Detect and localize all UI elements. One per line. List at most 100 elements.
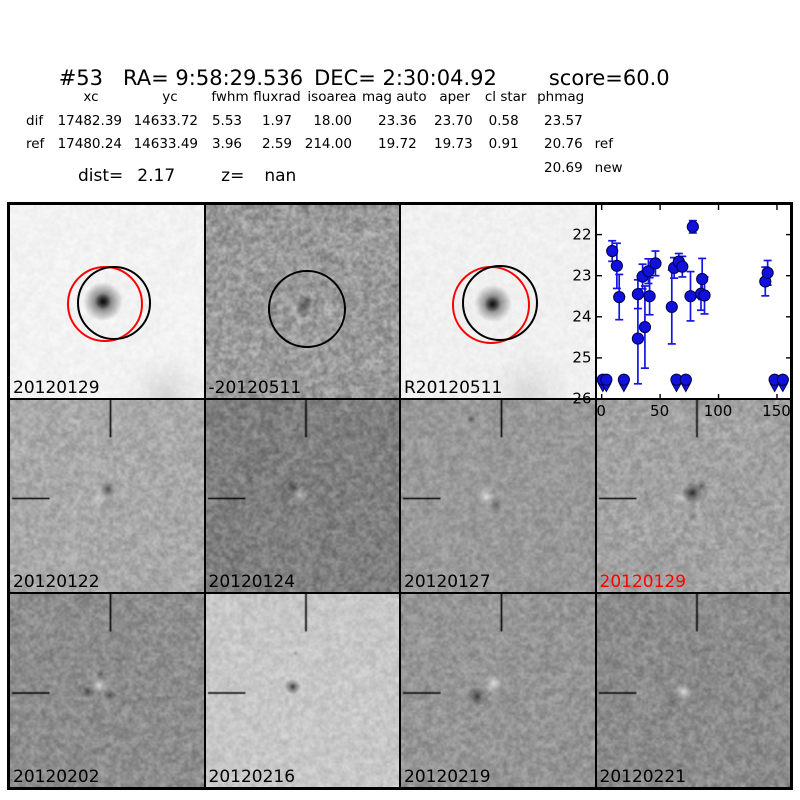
data-point [631,288,644,301]
dist-value: 2.17 [137,166,176,186]
tile-date-label: 20120129 [599,572,687,593]
data-point [695,272,708,286]
row-suffix: ref [594,136,613,152]
data-point [642,290,656,303]
black-aperture-circle [462,265,538,341]
tile-date-label: 20120129 [13,377,100,398]
y-axis-tick-label: 24 [572,307,592,326]
black-aperture-circle [77,266,151,340]
row-label: dif [26,112,44,129]
z-label: z= [221,166,245,186]
cutout-image [596,399,790,593]
cutout-tile-20120202: 20120202 [9,593,205,788]
x-axis-tick-label: 0 [596,402,606,420]
cutout-image [401,399,595,593]
lightcurve-svg [596,205,791,399]
z-value: nan [264,166,297,186]
tile-date-label: 20120202 [13,767,100,787]
table-row: ref 17480.24 14633.49 3.96 2.59 214.00 19.72 19… [20,133,627,157]
value-cell: 14633.49 [133,136,198,152]
x-axis-tick-label: 100 [703,402,733,420]
value-cell: 20.76 [544,136,583,152]
value-cell: 17482.39 [57,112,122,129]
value-cell: 2.59 [261,136,292,152]
data-point [605,244,618,258]
upper-limit-point [599,373,612,386]
cutout-image [10,594,204,787]
x-axis-tick-label: 50 [650,402,670,420]
column-header: fluxrad [253,89,301,105]
data-point [665,300,678,314]
score-value: score=60.0 [548,66,670,90]
value-cell: 23.36 [378,112,417,129]
y-axis-tick-label: 26 [572,389,592,408]
tile-date-label: R20120511 [404,377,503,398]
ra-value: RA= 9:58:29.536 [123,66,304,90]
value-cell: 0.58 [488,112,519,129]
cutout-image [205,594,399,787]
empty-cell [302,157,362,181]
cutout-tile-20120216: 20120216 [204,593,400,788]
corner-cell [20,86,50,110]
table-cell [593,86,627,110]
extra-phmag-value: 20.69 [544,159,583,176]
value-cell: 18.00 [313,112,352,129]
data-point [612,290,625,304]
data-point [683,290,697,303]
column-header: xc [83,89,99,105]
dist-label: dist= [78,166,124,186]
data-point [686,220,699,233]
table-cell [20,157,50,181]
extra-phmag-suffix: new [594,159,623,176]
value-cell: 3.96 [211,136,242,152]
x-axis-tick-label: 150 [762,402,791,420]
value-cell: 23.57 [544,112,583,129]
cutout-tile-20120219: 20120219 [400,593,596,788]
data-point [648,257,662,270]
dist-z-line: dist= 2.17 z= nan [78,166,296,186]
cutout-tile-20120129: 20120129 [9,204,205,399]
row-label: ref [26,136,45,152]
upper-limit-point [776,373,789,386]
upper-limit-point [617,373,630,386]
data-point [638,320,651,334]
empty-cell [362,157,427,181]
value-cell: 0.91 [488,136,519,152]
cutout-image [401,594,595,787]
value-cell: 1.97 [261,112,292,129]
row-suffix [593,110,627,134]
value-cell: 19.73 [434,136,473,152]
empty-cell [483,157,529,181]
lightcurve-plot: 22 23 24 25 26 0 50 100 150 [572,204,791,420]
cutout-tile-R20120511: R20120511 [400,204,596,399]
column-header: yc [162,89,178,105]
data-point [641,265,655,278]
candidate-id: #53 [58,66,104,90]
data-point [697,289,711,302]
column-header: aper [439,89,471,105]
empty-cell [427,157,483,181]
tile-date-label: 20120127 [404,572,491,593]
tile-date-label: -20120511 [208,377,302,398]
tile-date-label: 20120216 [208,767,296,787]
photometry-table: xc yc fwhm fluxrad isoarea mag auto aper cl sta… [20,86,627,180]
tile-date-label: 20120219 [404,767,491,787]
cutout-tile-20120129: 20120129 [595,398,791,594]
data-point [761,266,774,279]
value-cell: 23.70 [434,112,473,129]
table-row: 20.69 new [20,157,627,181]
value-cell: 214.00 [304,136,352,152]
column-header: mag auto [362,89,427,105]
column-header: cl star [484,89,527,105]
cutout-image [596,594,790,787]
y-axis-tick-label: 23 [572,266,592,285]
value-cell: 19.72 [378,136,417,152]
cutout-grid: 20120129 -20120511 R20120511 22 23 24 25 26 0 50 1… [7,202,793,790]
value-cell: 17480.24 [57,136,122,152]
y-axis-tick-label: 22 [572,225,592,244]
table-row: xc yc fwhm fluxrad isoarea mag auto aper cl sta… [20,86,627,110]
value-cell: 14633.72 [133,112,198,129]
tile-date-label: 20120124 [208,572,296,593]
y-axis-tick-label: 25 [572,348,592,367]
